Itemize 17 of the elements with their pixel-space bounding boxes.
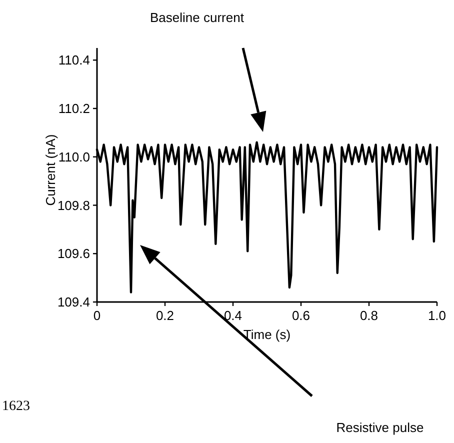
text: Resistive pulse bbox=[336, 420, 424, 435]
x-tick-label: 0 bbox=[93, 308, 101, 323]
y-tick-label: 110.0 bbox=[58, 149, 90, 164]
x-tick-label: 0.6 bbox=[292, 308, 310, 323]
y-tick-label: 109.8 bbox=[57, 198, 90, 213]
x-tick-label: 0.8 bbox=[360, 308, 378, 323]
text: Baseline current bbox=[150, 10, 244, 25]
y-axis-title: Current (nA) bbox=[43, 134, 58, 206]
x-tick-label: 0.2 bbox=[156, 308, 174, 323]
x-tick-label: 0.4 bbox=[224, 308, 242, 323]
x-tick-label: 1.0 bbox=[428, 308, 446, 323]
y-tick-label: 110.2 bbox=[58, 101, 90, 116]
y-tick-label: 110.4 bbox=[58, 52, 90, 68]
y-tick-label: 109.6 bbox=[57, 246, 90, 262]
text: 1623 bbox=[2, 399, 30, 414]
x-axis-title: Time (s) bbox=[243, 327, 291, 342]
y-tick-label: 109.4 bbox=[57, 294, 90, 310]
